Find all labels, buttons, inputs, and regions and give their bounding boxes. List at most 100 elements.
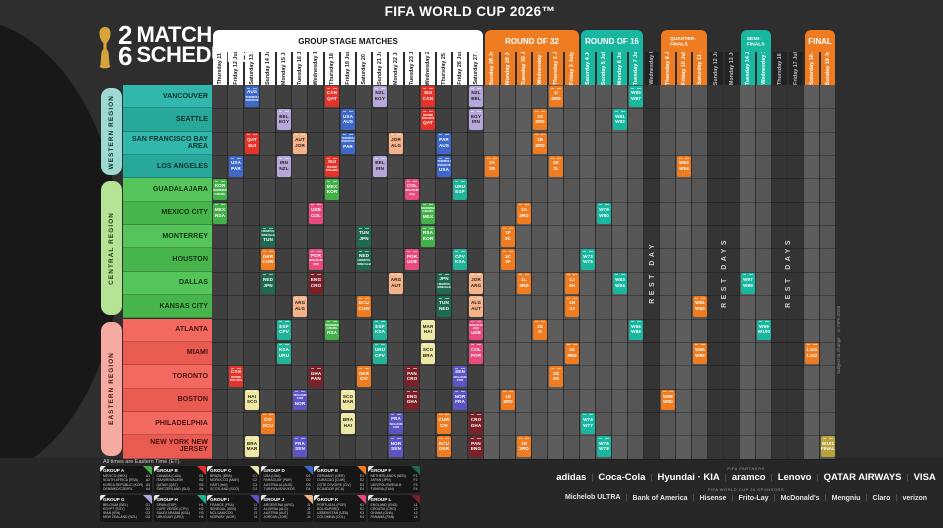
grid-column [228, 85, 243, 459]
date-column-header: Tuesday 14 July [741, 52, 755, 85]
timezone-note: All times are Eastern Time (ET). [103, 459, 181, 465]
rest-days-label: REST DAYS [784, 236, 792, 308]
match-cell-group-e: ECU CUW [357, 296, 371, 317]
match-cell-group-c: HAI SCO [245, 389, 259, 411]
date-column-header: Thursday 16 July [773, 52, 787, 85]
disclaimer-vertical-text: Subject to change · © FIFA 2026 [836, 305, 841, 375]
match-cell-r32: 1I 3RD [549, 86, 563, 107]
grid-column [660, 85, 675, 459]
wc-sponsors-row: Michelob ULTRABank of AmericaHisenseFrit… [552, 493, 940, 502]
date-column-header: Thursday 25 June [437, 52, 451, 85]
date-column-header: Saturday 27 June [469, 52, 483, 85]
date-column-header: Tuesday 23 June [405, 52, 419, 85]
sponsor-logo-hisense: Hisense [688, 493, 727, 502]
date-column-header: Wednesday 1 July [533, 52, 547, 85]
match-cell-qf: W89 W90 [661, 389, 675, 411]
grid-column [420, 85, 435, 459]
section-header-qf: QUARTER-FINALS [661, 30, 707, 52]
region-tab-central-region: CENTRAL REGION [101, 181, 122, 316]
partner-logo-visa: VISA [902, 472, 936, 483]
match-cell-group-g: NZL EGY [373, 86, 387, 107]
match-cell-group-l: GHA PAN [309, 366, 323, 388]
fifa-partners-row: adidasCoca-ColaHyundai · KIAaramcoLenovo… [552, 472, 940, 483]
match-cell-group-h: URU ESP [453, 179, 467, 201]
row-separator [212, 318, 836, 320]
match-cell-group-j: ALG AUT [469, 296, 483, 317]
date-column-header: Wednesday 15 July [757, 52, 771, 85]
match-cell-r32: 1J 2H [565, 272, 579, 294]
row-separator [212, 248, 836, 250]
match-cell-r16: W73 W75 [581, 249, 595, 271]
match-cell-group-e: CIV ECU [261, 412, 275, 434]
date-column-header: Sunday 19 July [821, 52, 835, 85]
match-cell-group-a: KOR DEN/MKD CZE/IRL [213, 179, 227, 201]
date-column-header: Monday 6 July [613, 52, 627, 85]
match-cell-group-f: TUN JPN [357, 226, 371, 247]
grid-column [260, 85, 275, 459]
date-column-header: Sunday 28 June [485, 52, 499, 85]
grid-column [340, 85, 355, 459]
row-separator [212, 458, 836, 460]
section-header-sf: SEMI-FINALS [741, 30, 771, 52]
match-cell-group-e: GER CIV [357, 366, 371, 388]
legend-box-group-j: GROUP J ARGENTINA (ARG) J1 ALGERIA (ALG) J2 A… [260, 494, 313, 522]
sponsor-logo-mcdonald-s: McDonald's [768, 493, 820, 502]
match-cell-group-j: JOR ALG [389, 132, 403, 154]
match-cell-group-g: IRN NZL [277, 156, 291, 177]
city-row-san-francisco-bay-area: SAN FRANCISCO BAY AREA [123, 131, 212, 156]
date-column-header: Sunday 21 June [373, 52, 387, 85]
grid-column [516, 85, 531, 459]
grid-column [596, 85, 611, 459]
grid-column [484, 85, 499, 459]
match-cell-group-a: DEN/MKD CZE/IRL MEX [421, 202, 435, 224]
sponsor-logo-michelob-ultra: Michelob ULTRA [564, 494, 621, 501]
partner-logo-coca-cola: Coca-Cola [586, 472, 645, 483]
legend-box-group-f: GROUP F NETHERLANDS (NED) F1 JAPAN (JPN) F2 U… [367, 466, 420, 493]
match-cell-r16: W83 W84 [613, 272, 627, 294]
row-separator [212, 271, 836, 273]
date-column-header: Thursday 18 June [325, 52, 339, 85]
legend-box-group-l: GROUP L ENGLAND (ENG) L1 CROATIA (CRO) L2 GHA… [367, 494, 420, 522]
date-column-header: Wednesday 17 June [309, 52, 323, 85]
match-cell-r32: 1L 3RD [517, 272, 531, 294]
region-tab-western-region: WESTERN REGION [101, 88, 122, 176]
section-header-group: GROUP STAGE MATCHES [213, 30, 483, 52]
page-title: FIFA WORLD CUP 2026™ [384, 4, 556, 19]
match-cell-group-c: BRA MAR [245, 436, 259, 458]
city-row-new-york-new-jersey: NEW YORK NEW JERSEY [123, 435, 212, 459]
match-cell-group-g: BEL IRN [373, 156, 387, 177]
grid-column [500, 85, 515, 459]
grid-column [788, 85, 803, 459]
date-column-header: Friday 10 July [677, 52, 691, 85]
match-cell-group-b: SUI CAN [421, 86, 435, 107]
match-cell-group-b: CAN QAT [325, 86, 339, 107]
legend-box-group-h: GROUP H SPAIN (ESP) H1 CAPE VERDE (CPV) H2 SA… [153, 494, 206, 522]
city-row-monterrey: MONTERREY [123, 225, 212, 249]
match-cell-group-f: NED JPN [261, 272, 275, 294]
match-cell-r32: 2D 2G [549, 366, 563, 388]
match-cell-group-j: ARG ALG [293, 296, 307, 317]
grid-column [708, 85, 723, 459]
match-cell-group-l: ENG GHA [405, 389, 419, 411]
grid-column [724, 85, 739, 459]
grid-column [772, 85, 787, 459]
match-cell-group-g: EGY IRN [469, 109, 483, 131]
city-row-toronto: TORONTO [123, 365, 212, 389]
grid-column [804, 85, 819, 459]
date-column-header: Saturday 20 June [357, 52, 371, 85]
grid-column [628, 85, 643, 459]
match-cell-r16: W79 W80 [597, 202, 611, 224]
date-column-header: Sunday 14 June [261, 52, 275, 85]
match-cell-group-k: COL POR [469, 342, 483, 364]
grid-column [756, 85, 771, 459]
grid-column [436, 85, 451, 459]
partner-logo-lenovo: Lenovo [766, 472, 812, 483]
legend-box-group-c: GROUP C BRAZIL (BRA) C1 MOROCCO (MAR) C2 HAIT… [207, 466, 259, 493]
match-cell-group-d: USA PAR [229, 156, 243, 177]
grid-column [212, 85, 227, 459]
match-cell-r32: 1H 2J [565, 296, 579, 317]
date-column-header: Friday 12 June [229, 52, 243, 85]
date-column-header: Thursday 9 July [661, 52, 675, 85]
city-row-seattle: SEATTLE [123, 108, 212, 132]
